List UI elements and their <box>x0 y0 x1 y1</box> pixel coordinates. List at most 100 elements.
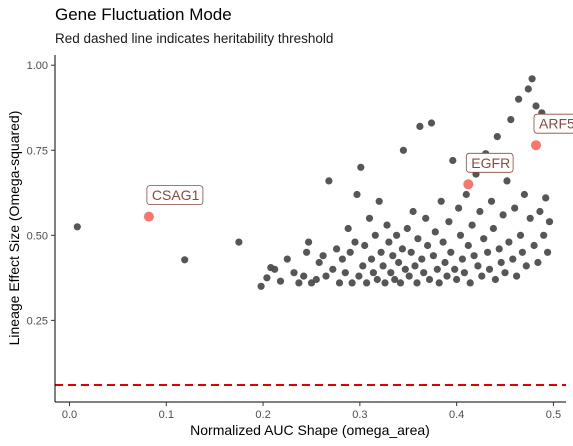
gene-label-egfr: EGFR <box>465 152 514 173</box>
data-point <box>359 262 367 270</box>
data-point <box>290 269 298 277</box>
data-point <box>544 248 552 256</box>
data-point <box>305 238 313 246</box>
data-point <box>346 248 354 256</box>
data-point <box>460 269 468 277</box>
data-point <box>335 279 344 287</box>
data-point <box>235 238 243 246</box>
data-point <box>480 235 488 243</box>
data-point <box>396 279 405 287</box>
data-point <box>283 255 291 263</box>
data-point <box>401 265 409 273</box>
data-point <box>515 95 523 103</box>
y-tick-label: 1.00 <box>27 60 48 72</box>
gene-label-text: CSAG1 <box>152 187 200 203</box>
data-point <box>257 282 265 290</box>
data-point <box>420 269 428 277</box>
data-point <box>387 269 395 277</box>
data-point <box>371 231 379 239</box>
data-point <box>414 235 422 243</box>
data-point <box>276 277 285 285</box>
data-point <box>365 214 374 222</box>
data-point <box>357 163 365 171</box>
data-point <box>429 252 437 260</box>
data-point <box>355 272 363 280</box>
data-point <box>484 248 492 256</box>
data-point <box>524 85 532 93</box>
data-point <box>422 214 430 222</box>
data-point <box>325 177 333 185</box>
data-point <box>495 245 503 253</box>
data-point <box>545 218 554 226</box>
gene-label-text: EGFR <box>471 155 510 171</box>
data-point <box>470 252 478 260</box>
data-point <box>405 272 413 280</box>
data-point <box>464 241 472 250</box>
data-point <box>348 279 356 287</box>
data-point <box>474 262 482 270</box>
data-point <box>476 207 484 216</box>
data-point <box>522 262 530 270</box>
data-point <box>375 197 383 205</box>
data-point <box>433 265 441 273</box>
data-point <box>513 272 521 280</box>
data-point <box>319 252 327 260</box>
highlight-point-egfr <box>463 179 474 190</box>
highlight-point-arf5 <box>531 140 541 151</box>
gene-label-arf5: ARF5 <box>533 113 573 134</box>
gene-label-box <box>533 113 573 134</box>
data-point <box>271 265 279 273</box>
data-point <box>458 255 466 263</box>
data-point <box>445 218 453 226</box>
data-point <box>501 269 509 277</box>
data-point <box>413 279 421 287</box>
axis-ticks: 0.0 0.1 0.2 0.3 0.4 0.5 0.25 0.50 0.75 1.00 <box>27 60 561 421</box>
x-tick-label: 0.4 <box>449 409 464 421</box>
data-point <box>485 265 494 273</box>
data-point <box>455 204 463 212</box>
data-point <box>437 197 445 205</box>
data-point <box>447 248 455 256</box>
data-point <box>534 258 542 267</box>
x-axis-title: Normalized AUC Shape (omega_area) <box>190 422 430 438</box>
data-point <box>416 122 424 130</box>
data-point <box>478 272 486 280</box>
data-point <box>489 224 497 233</box>
data-point <box>520 190 529 199</box>
data-point <box>303 248 311 256</box>
data-point <box>453 275 461 284</box>
data-point <box>418 255 426 263</box>
data-point <box>398 245 406 253</box>
data-point <box>377 248 385 256</box>
data-point <box>341 269 349 277</box>
y-tick-label: 0.50 <box>27 230 48 242</box>
data-point <box>344 224 352 233</box>
data-point <box>395 258 403 267</box>
data-point <box>493 133 501 141</box>
data-point <box>507 116 515 124</box>
plot-area: CSAG1 EGFR ARF5 <box>55 75 573 386</box>
y-axis-title: Lineage Effect Size (Omega-squared) <box>6 111 22 346</box>
data-point <box>542 194 550 202</box>
x-tick-label: 0.0 <box>62 409 77 421</box>
data-point <box>361 241 369 250</box>
data-point <box>407 248 415 256</box>
data-point <box>73 223 81 231</box>
data-point <box>505 238 513 246</box>
data-point <box>385 238 393 246</box>
y-tick-label: 0.25 <box>27 315 48 327</box>
data-point <box>409 207 417 216</box>
data-point <box>389 252 397 260</box>
x-tick-label: 0.3 <box>352 409 367 421</box>
chart-title: Gene Fluctuation Mode <box>55 5 232 24</box>
data-point <box>312 275 320 284</box>
x-tick-label: 0.2 <box>255 409 270 421</box>
data-point <box>532 102 540 110</box>
data-point <box>353 190 361 199</box>
data-point <box>381 279 389 287</box>
data-point <box>530 241 538 250</box>
gene-label-box <box>465 152 514 173</box>
data-point <box>487 197 496 205</box>
data-point <box>393 231 401 239</box>
